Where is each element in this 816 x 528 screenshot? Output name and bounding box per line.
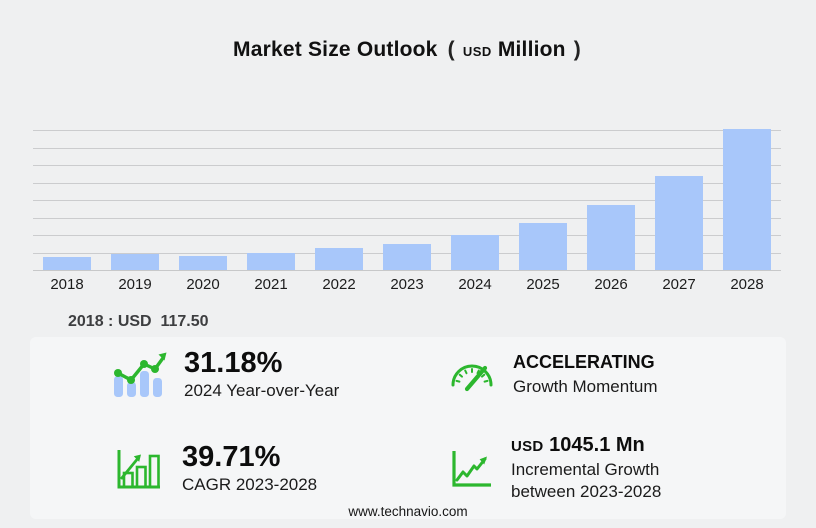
- bar-slot-2023: [373, 130, 441, 270]
- bar-slot-2018: [33, 130, 101, 270]
- stat-cagr-value: 39.71%: [182, 441, 281, 473]
- footer-url: www.technavio.com: [348, 504, 468, 519]
- bar-2023: [382, 243, 432, 270]
- x-tick-label-2018: 2018: [50, 276, 84, 293]
- stat-incremental-currency: USD: [511, 438, 544, 455]
- title-unit-magnitude: Million: [497, 38, 566, 61]
- x-tick-label-2025: 2025: [526, 276, 560, 293]
- x-tick-label-2026: 2026: [594, 276, 628, 293]
- gridline: [33, 147, 781, 149]
- bar-2021: [246, 252, 296, 270]
- x-tick-label-2027: 2027: [662, 276, 696, 293]
- bars-layer: [33, 129, 781, 270]
- bar-growth-icon: [112, 445, 166, 493]
- bar-2026: [586, 204, 636, 270]
- bar-slot-2026: [577, 130, 645, 270]
- stat-momentum-value: ACCELERATING: [513, 352, 655, 372]
- annotation-2018-value: 2018 : USD 117.50: [68, 313, 209, 330]
- stat-cagr: 39.71% CAGR 2023-2028: [112, 442, 317, 496]
- line-growth-icon: [447, 445, 495, 491]
- x-tick-label-2020: 2020: [186, 276, 220, 293]
- bar-2019: [110, 253, 160, 270]
- x-tick-label-2019: 2019: [118, 276, 152, 293]
- bar-2018: [42, 257, 92, 270]
- bar-slot-2024: [441, 130, 509, 270]
- stat-yoy-value: 31.18%: [184, 347, 283, 379]
- stat-incremental: USD 1045.1 Mn Incremental Growth between…: [447, 434, 681, 503]
- gridline: [33, 182, 781, 184]
- x-tick-label-2022: 2022: [322, 276, 356, 293]
- stat-cagr-label: CAGR 2023-2028: [182, 475, 318, 495]
- x-tick-label-2021: 2021: [254, 276, 288, 293]
- bar-slot-2027: [645, 130, 713, 270]
- bar-2028: [722, 129, 772, 270]
- gridline: [33, 165, 781, 166]
- page-title: Market Size Outlook ( USD Million ): [0, 38, 816, 62]
- stat-momentum-label: Growth Momentum: [513, 376, 658, 396]
- bar-2020: [178, 255, 228, 270]
- bar-slot-2022: [305, 130, 373, 270]
- x-axis-labels: 2018 2019 2020 2021 2022 2023 2024 2025 2026 2027…: [33, 276, 781, 293]
- x-tick-label-2023: 2023: [390, 276, 424, 293]
- bar-slot-2021: [237, 130, 305, 270]
- gridline: [33, 217, 781, 219]
- chart-plot: [33, 129, 781, 271]
- x-tick-label-2028: 2028: [730, 276, 764, 293]
- bar-slot-2020: [169, 130, 237, 270]
- bar-slot-2028: [713, 129, 781, 270]
- stat-yoy-label: 2024 Year-over-Year: [184, 381, 340, 401]
- gridline: [33, 130, 781, 131]
- stat-momentum: ACCELERATING Growth Momentum: [447, 352, 658, 397]
- stat-incremental-value: USD 1045.1 Mn: [511, 434, 645, 456]
- gauge-icon: [447, 353, 497, 397]
- trend-bars-icon: [110, 351, 168, 399]
- title-unit-currency: USD: [462, 44, 492, 59]
- bar-slot-2019: [101, 130, 169, 270]
- x-tick-label-2024: 2024: [458, 276, 492, 293]
- title-paren-close: ): [573, 38, 581, 61]
- title-paren-open: (: [447, 38, 455, 61]
- bar-2025: [518, 222, 568, 270]
- bar-slot-2025: [509, 130, 577, 270]
- bar-2027: [654, 176, 704, 270]
- gridline: [33, 200, 781, 201]
- gridline: [33, 235, 781, 236]
- bar-2022: [314, 248, 364, 270]
- stat-incremental-label: Incremental Growth between 2023-2028: [511, 460, 662, 501]
- stat-yoy: 31.18% 2024 Year-over-Year: [110, 348, 339, 402]
- title-text: Market Size Outlook: [233, 38, 438, 61]
- bar-2024: [450, 235, 500, 270]
